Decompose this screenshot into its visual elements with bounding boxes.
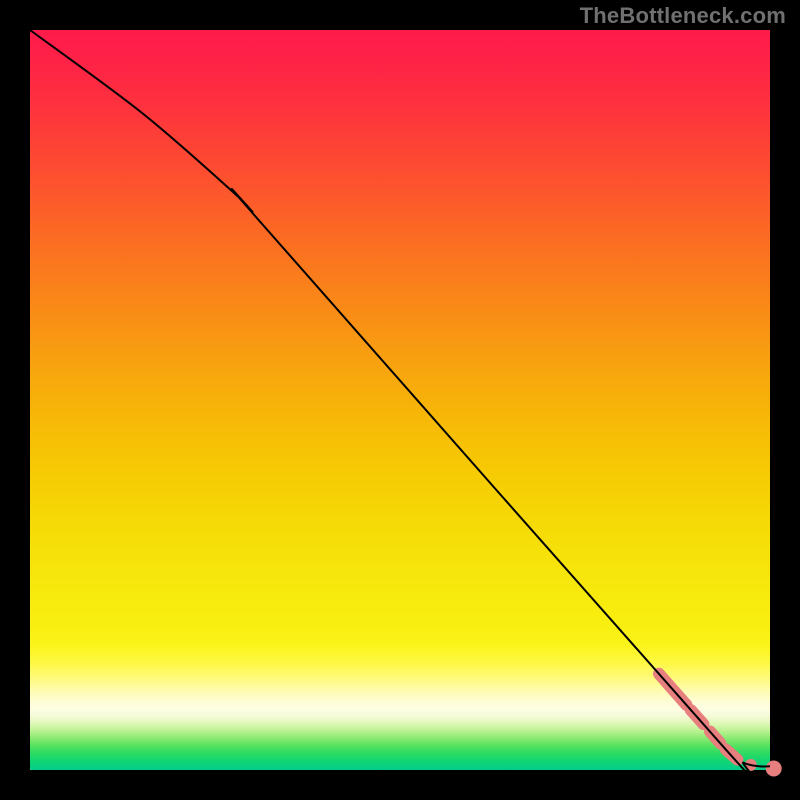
plot-background: [30, 30, 770, 770]
marker-dot: [766, 761, 782, 777]
watermark-text: TheBottleneck.com: [580, 3, 786, 29]
chart-svg: [0, 0, 800, 800]
chart-stage: TheBottleneck.com: [0, 0, 800, 800]
